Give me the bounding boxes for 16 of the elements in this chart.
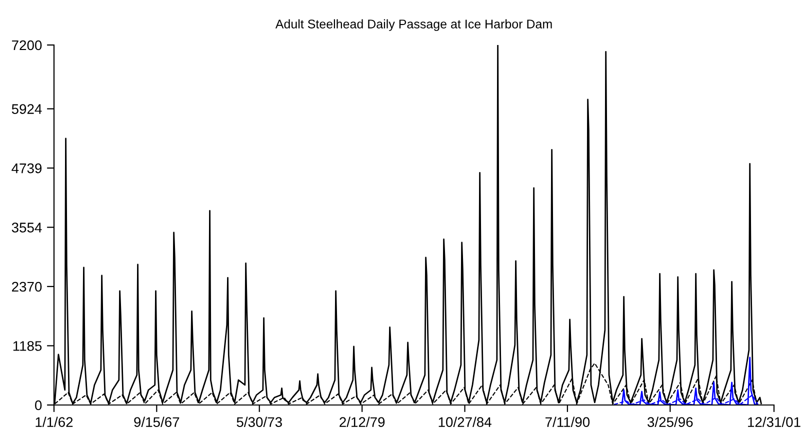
y-tick-label: 5924 [12, 104, 42, 114]
y-tick-label: 1185 [13, 341, 42, 351]
y-tick-label: 2370 [12, 282, 42, 292]
x-tick-label: 2/12/79 [340, 416, 385, 428]
y-tick-label: 3554 [12, 222, 42, 232]
x-tick-label: 1/1/62 [36, 416, 73, 428]
x-tick-label: 10/27/84 [438, 416, 492, 428]
x-tick-label: 7/11/90 [546, 416, 590, 428]
chart-title: Adult Steelhead Daily Passage at Ice Harbor Dam [275, 19, 552, 31]
y-tick-label: 7200 [12, 40, 42, 50]
x-tick-label: 3/25/96 [648, 416, 693, 428]
y-tick-label: 0 [35, 400, 42, 410]
x-tick-label: 5/30/73 [236, 416, 282, 428]
x-tick-label: 9/15/67 [134, 416, 180, 428]
y-tick-label: 4739 [12, 163, 42, 174]
x-tick-label: 12/31/01 [748, 416, 800, 428]
